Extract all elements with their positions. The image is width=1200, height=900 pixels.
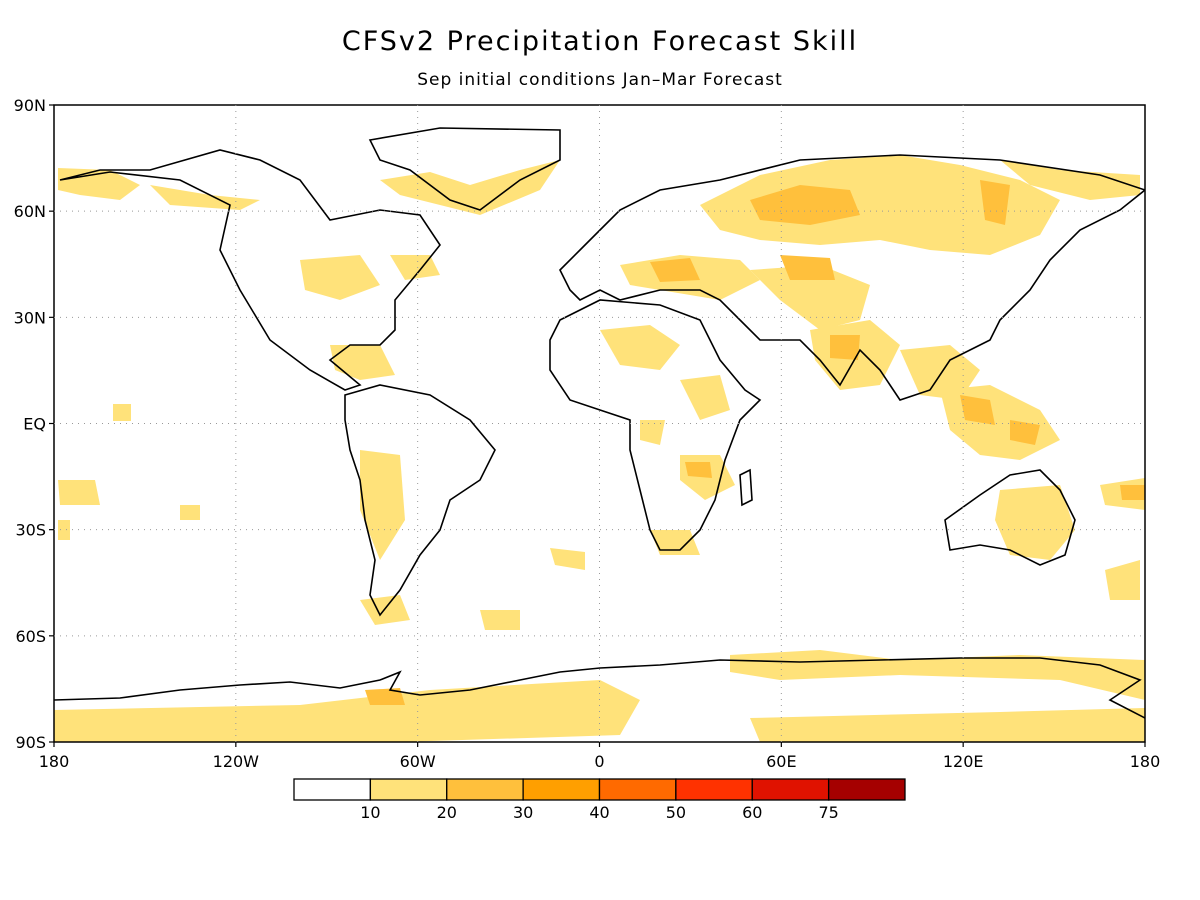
lat-label: 30N [14, 308, 46, 327]
lat-label: 90S [15, 733, 46, 752]
lat-label: 60N [14, 202, 46, 221]
lat-label: 90N [14, 96, 46, 115]
colorbar-label: 40 [589, 803, 609, 822]
colorbar: 10 20 30 40 50 60 75 [293, 778, 906, 822]
lon-label: 120E [943, 752, 984, 771]
lon-label: 180 [39, 752, 70, 771]
colorbar-swatch [369, 778, 448, 801]
colorbar-swatch [827, 778, 906, 801]
colorbar-swatch [293, 778, 372, 801]
colorbar-swatch [751, 778, 830, 801]
map-subtitle: Sep initial conditions Jan–Mar Forecast [417, 70, 783, 90]
lon-label: 60E [766, 752, 796, 771]
gridlines [54, 105, 1145, 742]
colorbar-swatch [598, 778, 677, 801]
lat-label: 30S [15, 521, 46, 540]
colorbar-swatch [446, 778, 524, 801]
lat-label: EQ [23, 415, 46, 434]
colorbar-label: 75 [818, 803, 838, 822]
map-title: CFSv2 Precipitation Forecast Skill [341, 26, 859, 57]
lon-label: 60W [400, 752, 436, 771]
colorbar-label: 50 [666, 803, 686, 822]
coastlines [54, 127, 1145, 719]
colorbar-label: 20 [437, 803, 457, 822]
lat-label: 60S [15, 627, 46, 646]
colorbar-label: 60 [742, 803, 762, 822]
lon-label: 120W [213, 752, 260, 771]
skill-20-30 [365, 180, 1145, 705]
colorbar-label: 30 [513, 803, 533, 822]
colorbar-swatch [522, 778, 601, 801]
skill-shading [54, 155, 1145, 742]
colorbar-swatch [675, 778, 753, 801]
lon-label: 0 [594, 752, 604, 771]
lon-label: 180 [1130, 752, 1161, 771]
colorbar-label: 10 [360, 803, 380, 822]
